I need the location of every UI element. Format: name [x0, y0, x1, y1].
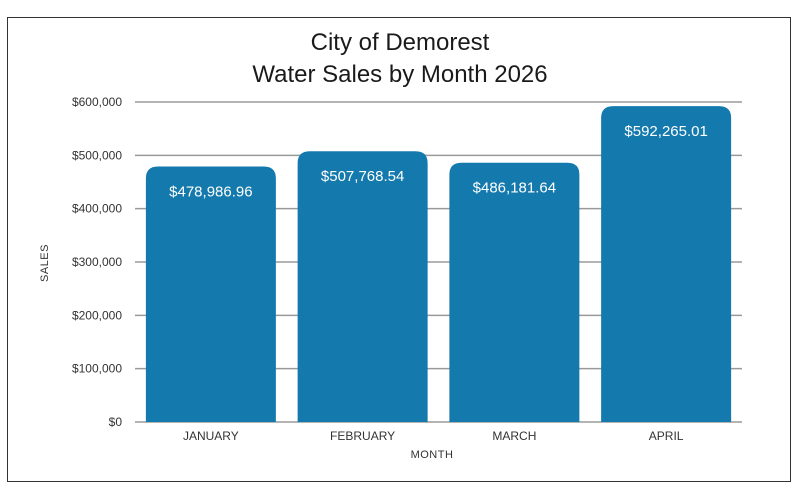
y-tick-label: $400,000 [72, 202, 122, 216]
y-tick-label: $600,000 [72, 95, 122, 109]
y-axis-ticks: $0 $100,000 $200,000 $300,000 $400,000 $500,0… [72, 95, 122, 429]
bar [145, 166, 276, 422]
bar [601, 106, 732, 422]
y-tick-label: $0 [109, 415, 123, 429]
bar-value-label: $507,768.54 [321, 168, 404, 185]
x-tick-label: JANUARY [183, 429, 239, 443]
bar [449, 162, 580, 422]
y-tick-label: $200,000 [72, 308, 122, 322]
bar [297, 151, 428, 422]
x-axis-ticks: JANUARY FEBRUARY MARCH APRIL [183, 429, 684, 443]
chart-title-line-2: Water Sales by Month 2026 [252, 61, 547, 88]
x-tick-label: MARCH [492, 429, 536, 443]
x-tick-label: APRIL [649, 429, 684, 443]
y-axis-title: SALES [39, 244, 51, 282]
y-tick-label: $100,000 [72, 362, 122, 376]
bars: $478,986.96 $507,768.54 $486,181.64 $592,26… [145, 106, 732, 422]
chart-title-line-1: City of Demorest [311, 29, 490, 56]
bar-value-label: $478,986.96 [169, 184, 252, 201]
x-axis-title: MONTH [411, 449, 454, 461]
x-tick-label: FEBRUARY [330, 429, 395, 443]
bar-value-label: $486,181.64 [473, 180, 556, 197]
y-tick-label: $500,000 [72, 148, 122, 162]
y-tick-label: $300,000 [72, 255, 122, 269]
bar-value-label: $592,265.01 [624, 123, 707, 140]
